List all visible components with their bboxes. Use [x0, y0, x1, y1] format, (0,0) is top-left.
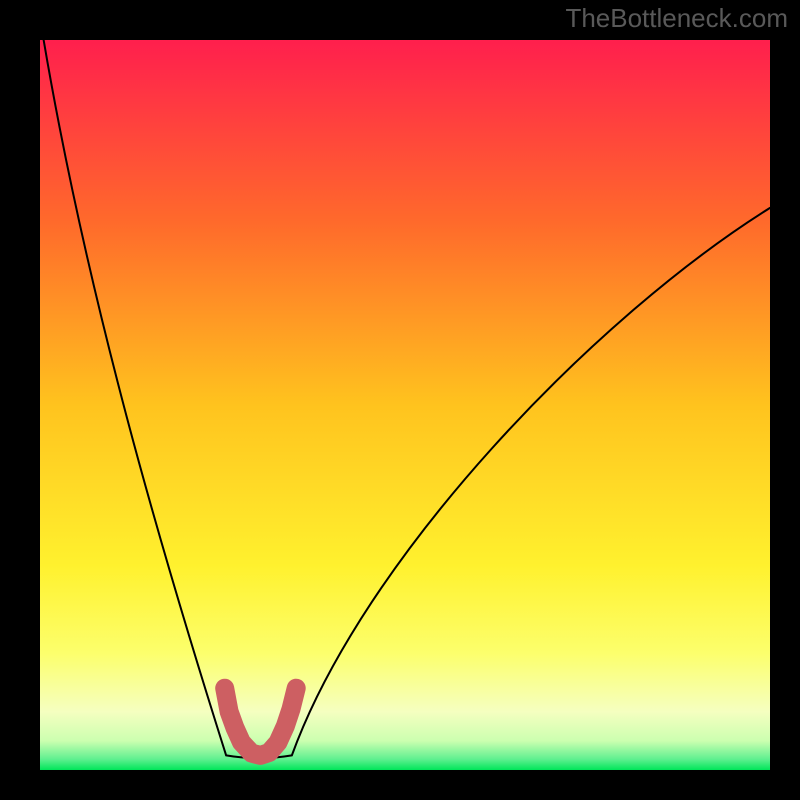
plot-area — [40, 40, 770, 770]
watermark: TheBottleneck.com — [565, 3, 788, 33]
bottleneck-chart: TheBottleneck.com — [0, 0, 800, 800]
chart-container: TheBottleneck.com — [0, 0, 800, 800]
